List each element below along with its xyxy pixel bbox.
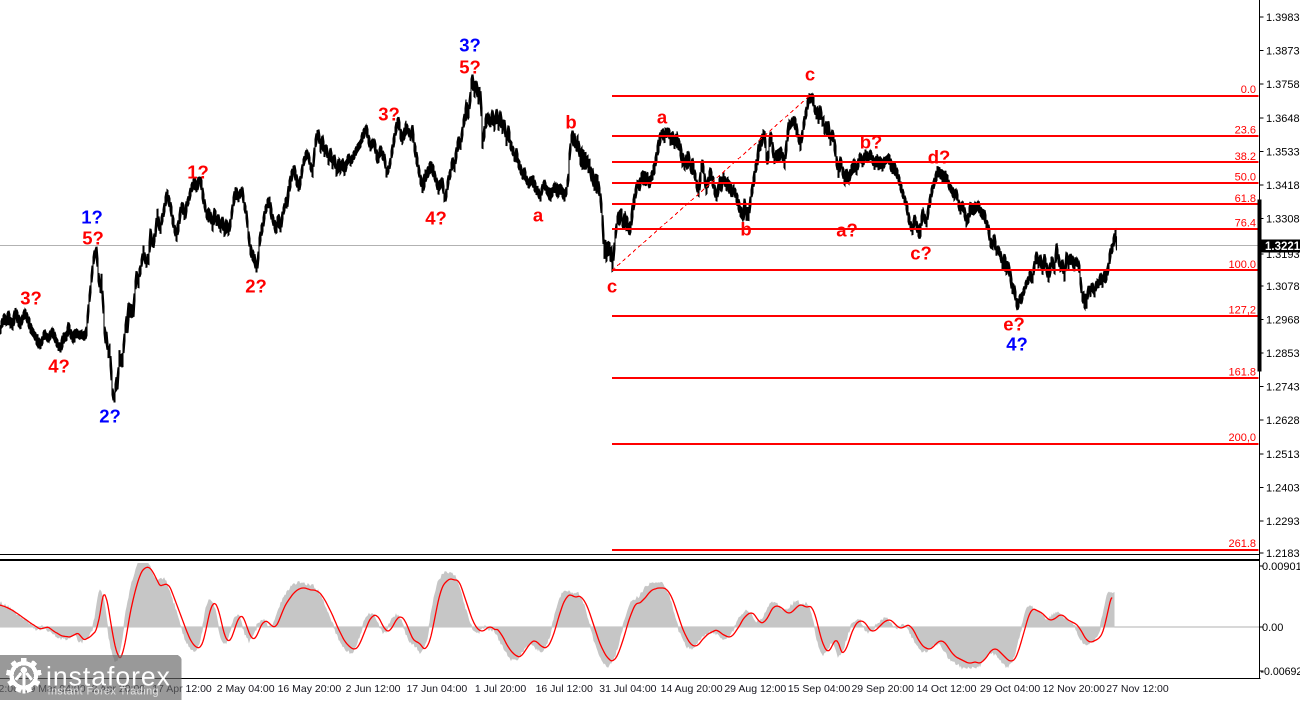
svg-text:1.3533: 1.3533 [1266,146,1300,158]
svg-text:1.2513: 1.2513 [1266,449,1300,461]
svg-text:c?: c? [910,243,932,264]
svg-text:261.8: 261.8 [1228,538,1256,550]
svg-text:1.3648: 1.3648 [1266,113,1300,125]
svg-text:1?: 1? [81,207,103,228]
svg-text:76.4: 76.4 [1235,218,1256,230]
svg-text:5?: 5? [459,57,481,78]
svg-text:1.2628: 1.2628 [1266,415,1300,427]
svg-text:1 Jul 20:00: 1 Jul 20:00 [475,683,527,695]
svg-text:c: c [607,276,617,297]
svg-text:1.3078: 1.3078 [1266,281,1300,293]
svg-text:a: a [533,205,544,226]
svg-text:31 Jul 04:00: 31 Jul 04:00 [599,683,656,695]
svg-text:38.2: 38.2 [1235,151,1256,163]
svg-text:a?: a? [836,220,858,241]
svg-text:5?: 5? [82,228,104,249]
svg-text:1.3873: 1.3873 [1266,46,1300,58]
svg-text:200,0: 200,0 [1228,432,1256,444]
svg-text:127,2: 127,2 [1228,305,1256,317]
svg-text:16 Jul 12:00: 16 Jul 12:00 [536,683,593,695]
svg-text:161.8: 161.8 [1228,367,1256,379]
svg-text:b: b [740,219,751,240]
svg-text:50.0: 50.0 [1235,172,1256,184]
svg-text:14 Aug 20:00: 14 Aug 20:00 [661,683,723,695]
svg-text:0.00: 0.00 [1262,622,1283,634]
svg-text:b?: b? [860,132,883,153]
svg-text:61.8: 61.8 [1235,193,1256,205]
svg-text:1.2968: 1.2968 [1266,314,1300,326]
svg-text:29 Sep 20:00: 29 Sep 20:00 [851,683,914,695]
svg-text:1.3308: 1.3308 [1266,214,1300,226]
svg-text:2?: 2? [99,406,121,427]
svg-text:3?: 3? [20,288,42,309]
svg-text:3?: 3? [378,104,400,125]
svg-text:-0.00692: -0.00692 [1261,666,1300,678]
svg-text:29 Oct 04:00: 29 Oct 04:00 [980,683,1040,695]
svg-text:1.3418: 1.3418 [1266,180,1300,192]
svg-text:1.3758: 1.3758 [1266,79,1300,91]
svg-text:0.0: 0.0 [1241,84,1256,96]
svg-text:15 Sep 04:00: 15 Sep 04:00 [788,683,851,695]
svg-text:100.0: 100.0 [1228,259,1256,271]
svg-text:2 Jun 12:00: 2 Jun 12:00 [346,683,401,695]
svg-text:1.2183: 1.2183 [1266,548,1300,560]
svg-text:0.00901: 0.00901 [1262,561,1300,573]
svg-text:16 May 20:00: 16 May 20:00 [278,683,342,695]
svg-text:e?: e? [1003,314,1025,335]
svg-text:1.2293: 1.2293 [1266,516,1300,528]
svg-text:14 Oct 12:00: 14 Oct 12:00 [916,683,976,695]
svg-text:12 Nov 20:00: 12 Nov 20:00 [1043,683,1106,695]
svg-text:27 Nov 12:00: 27 Nov 12:00 [1106,683,1169,695]
svg-text:1?: 1? [187,162,209,183]
svg-text:a: a [657,107,668,128]
svg-text:17 Jun 04:00: 17 Jun 04:00 [406,683,467,695]
svg-text:3?: 3? [459,35,481,56]
svg-text:2 May 04:00: 2 May 04:00 [217,683,275,695]
svg-text:c: c [805,64,815,85]
svg-text:d?: d? [928,147,951,168]
svg-text:2?: 2? [245,276,267,297]
svg-text:Instant Forex Trading: Instant Forex Trading [48,686,159,698]
svg-text:4?: 4? [425,208,447,229]
svg-text:4?: 4? [48,356,70,377]
svg-text:b: b [565,112,576,133]
svg-text:1.3983: 1.3983 [1266,12,1300,24]
svg-text:1.2853: 1.2853 [1266,348,1300,360]
svg-text:1.2743: 1.2743 [1266,382,1300,394]
svg-text:4?: 4? [1006,334,1028,355]
svg-text:23.6: 23.6 [1235,125,1256,137]
svg-text:1.3221: 1.3221 [1265,241,1300,253]
svg-text:1.2403: 1.2403 [1266,482,1300,494]
svg-text:29 Aug 12:00: 29 Aug 12:00 [724,683,786,695]
